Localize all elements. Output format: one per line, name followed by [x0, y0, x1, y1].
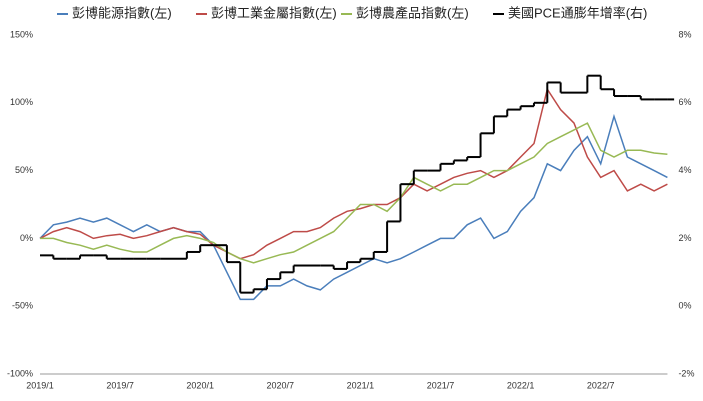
y-tick-label: -50% — [12, 301, 33, 311]
legend-label: 彭博工業金屬指數(左) — [211, 5, 337, 20]
x-tick-label: 2022/1 — [507, 380, 535, 390]
y-tick-label: -100% — [7, 368, 33, 378]
x-tick-label: 2020/7 — [267, 380, 295, 390]
y-tick-label: 0% — [20, 233, 33, 243]
y2-tick-label: -2% — [678, 368, 694, 378]
x-tick-label: 2019/1 — [26, 380, 54, 390]
legend-label: 彭博農產品指數(左) — [356, 5, 469, 20]
x-tick-label: 2021/1 — [347, 380, 375, 390]
series-line — [39, 87, 668, 260]
y-tick-label: 150% — [10, 29, 33, 39]
x-tick-label: 2021/7 — [427, 380, 455, 390]
x-tick-label: 2020/1 — [186, 380, 214, 390]
y2-tick-label: 8% — [678, 29, 691, 39]
y2-tick-label: 6% — [678, 97, 691, 107]
y-tick-label: 50% — [15, 165, 33, 175]
y-tick-label: 100% — [10, 97, 33, 107]
series-line — [40, 122, 668, 264]
legend-label: 美國PCE通膨年增率(右) — [508, 5, 647, 20]
x-tick-label: 2022/7 — [587, 380, 615, 390]
series-line — [39, 113, 668, 301]
y2-tick-label: 4% — [678, 165, 691, 175]
y2-tick-label: 2% — [678, 233, 691, 243]
legend-label: 彭博能源指數(左) — [72, 5, 172, 20]
x-tick-label: 2019/7 — [106, 380, 134, 390]
y2-tick-label: 0% — [678, 301, 691, 311]
